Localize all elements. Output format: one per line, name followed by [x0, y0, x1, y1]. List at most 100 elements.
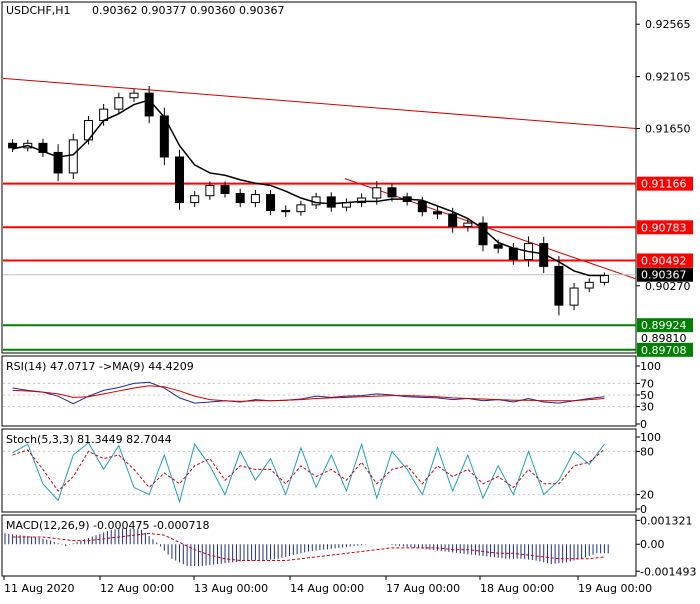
- candle-body: [68, 139, 78, 174]
- candle-body: [53, 151, 63, 174]
- indicator-line: [12, 385, 605, 402]
- candle-body: [448, 213, 458, 228]
- moving-average-line: [12, 99, 605, 277]
- candle-body: [372, 187, 382, 199]
- indicator-axis-label: 0: [640, 418, 647, 431]
- candle: [220, 181, 230, 198]
- candle-body: [569, 287, 579, 306]
- candle: [539, 236, 549, 274]
- time-axis-label: 12 Aug 00:00: [100, 582, 174, 595]
- candle-body: [266, 194, 276, 212]
- macd-axis-label: -0.001493: [640, 565, 696, 578]
- candle-body: [159, 115, 169, 158]
- resistance-price-label-bg: [637, 253, 693, 268]
- trend-line: [2, 77, 637, 129]
- rsi-panel: [1, 355, 637, 427]
- indicator-axis-label: 80: [640, 445, 654, 458]
- candle-body: [508, 247, 518, 261]
- candle: [296, 200, 306, 216]
- candle: [432, 206, 442, 220]
- support-price-label: 0.89708: [641, 344, 687, 357]
- indicator-axis-label: 0: [640, 503, 647, 516]
- candle: [235, 188, 245, 208]
- candle: [129, 89, 139, 102]
- macd-panel: [1, 514, 637, 577]
- indicator-axis-label: 70: [640, 377, 654, 390]
- macd-signal-line: [12, 532, 605, 562]
- candle: [114, 92, 124, 115]
- candle: [281, 205, 291, 217]
- candle-body: [417, 200, 427, 213]
- indicator-axis-label: 100: [640, 431, 661, 444]
- candle-body: [129, 92, 139, 99]
- indicator-line: [12, 381, 605, 405]
- time-axis-label: 14 Aug 00:00: [290, 582, 364, 595]
- candle-body: [220, 184, 230, 194]
- current-price-label-bg: [637, 267, 693, 282]
- current-price-label: 0.90367: [641, 269, 687, 282]
- macd-axis-label: 0.00: [640, 538, 665, 551]
- candle-body: [38, 142, 48, 153]
- candle-body: [311, 196, 321, 206]
- candle-body: [326, 196, 336, 208]
- macd-axis-label: 0.001321: [640, 514, 693, 527]
- candle-body: [235, 192, 245, 204]
- support-price-label-bg: [637, 318, 693, 333]
- candle-body: [493, 244, 503, 249]
- price-axis-label: 0.90270: [645, 280, 691, 293]
- candle-body: [463, 222, 473, 228]
- candle-body: [357, 197, 367, 204]
- indicator-line: [12, 448, 605, 492]
- stochastic-series: [3, 442, 636, 504]
- price-panel: [1, 1, 637, 354]
- candle: [584, 278, 594, 293]
- candle: [463, 217, 473, 232]
- candle-body: [432, 211, 442, 215]
- candle-body: [478, 222, 488, 246]
- indicator-axis-label: 20: [640, 489, 654, 502]
- indicator-axis-label: 50: [640, 389, 654, 402]
- resistance-price-label: 0.90783: [641, 221, 687, 234]
- candle-body: [539, 243, 549, 267]
- candle: [326, 192, 336, 212]
- candle-body: [190, 195, 200, 204]
- price-series: [2, 77, 637, 351]
- axes: 0.92565 0.92105 0.91650 0.90270 0.89810 0.911…: [3, 18, 696, 595]
- candle: [569, 282, 579, 311]
- candle-body: [554, 265, 564, 306]
- candle-body: [250, 194, 260, 204]
- resistance-price-label: 0.91166: [641, 178, 687, 191]
- candle-body: [8, 142, 18, 149]
- candle-body: [205, 184, 215, 197]
- candle-body: [114, 97, 124, 110]
- price-axis-label: 0.92105: [645, 71, 691, 84]
- time-axis-label: 17 Aug 00:00: [386, 582, 460, 595]
- resistance-price-label-bg: [637, 220, 693, 235]
- candle: [53, 144, 63, 182]
- candle-body: [144, 92, 154, 117]
- time-axis-label: 18 Aug 00:00: [480, 582, 554, 595]
- candle: [8, 139, 18, 152]
- resistance-price-label-bg: [637, 176, 693, 191]
- price-axis-label: 0.91650: [645, 122, 691, 135]
- time-axis-label: 13 Aug 00:00: [194, 582, 268, 595]
- indicator-axis-label: 100: [640, 360, 661, 373]
- indicator-axis-label: 30: [640, 401, 654, 414]
- candle: [38, 138, 48, 158]
- ohlc-readout: 0.90362 0.90377 0.90360 0.90367: [92, 4, 284, 17]
- candle: [478, 216, 488, 252]
- macd-series: [4, 527, 609, 566]
- candle-body: [584, 281, 594, 289]
- candle: [266, 189, 276, 216]
- candle: [554, 256, 564, 316]
- candle: [190, 191, 200, 208]
- candle: [357, 193, 367, 208]
- macd-title: MACD(12,26,9) -0.000475 -0.000718: [6, 519, 209, 532]
- candle: [175, 149, 185, 210]
- indicator-line: [12, 442, 605, 504]
- price-axis-label: 0.92565: [645, 18, 691, 31]
- stochastic-title: Stoch(5,3,3) 81.3449 82.7044: [6, 433, 172, 446]
- candle: [250, 189, 260, 208]
